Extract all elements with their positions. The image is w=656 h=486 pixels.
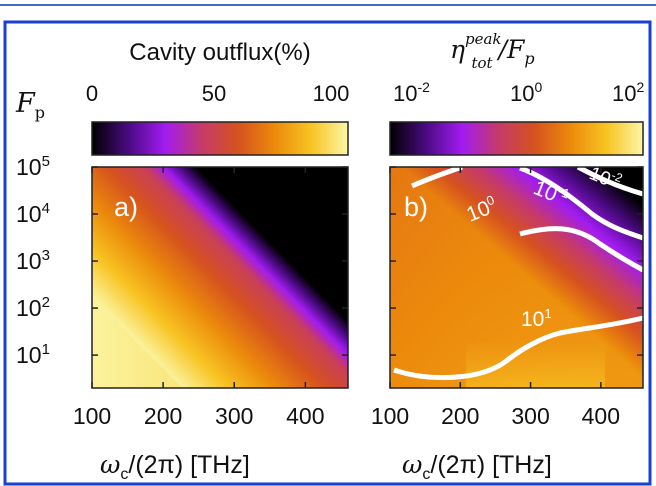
colorbar-a-title: Cavity outflux(%) [129,39,310,66]
contour-line-10^0 [519,226,645,273]
y-tick-10^1: 101 [16,341,50,368]
colorbar-a-tick-50: 50 [202,81,226,106]
colorbar-a [91,121,349,156]
colorbar-b-tick-labels: 10-2 100 102 [393,79,644,106]
panel-a-x-tick-300: 300 [215,403,253,429]
y-axis-tick-labels: 101 102 103 104 105 [16,153,643,368]
colorbar-b-tick-mid: 100 [510,79,542,106]
heatmap-a-container [92,167,348,388]
panel-a-x-tick-100: 100 [73,403,111,429]
panel-a-x-tick-400: 400 [286,403,324,429]
x-axis-label-b: ωc/(2π) [THz] [402,450,552,483]
contour-label-10^1: 101 [521,306,552,331]
y-tick-10^2: 102 [16,294,50,321]
panel-a: Cavity outflux(%) 0 50 100 Fp a) 100 200 3… [15,39,349,483]
colorbar-b-tick-high: 102 [612,79,644,106]
figure-border [3,20,652,486]
panel-a-label: a) [114,192,138,222]
panel-b-x-tick-300: 300 [511,403,549,429]
panel-a-x-tick-200: 200 [144,403,182,429]
y-tick-10^4: 104 [16,200,50,227]
colorbar-b [389,121,644,156]
heatmap-a-frame [91,166,349,389]
heatmap-b-frame [389,166,644,389]
contour-lines [393,164,645,380]
heatmap-a [92,167,348,388]
panel-b-x-tick-200: 200 [441,403,479,429]
contour-line-10^-2 [576,164,644,197]
panel-b-label: b) [404,192,428,222]
panel-b-x-tick-100: 100 [371,403,409,429]
y-tick-10^3: 103 [16,247,50,274]
colorbar-b-title: ηpeak tot/Fp [450,30,535,72]
axes-b-ticks: 100 200 300 400 [371,167,620,429]
colorbar-a-tick-0: 0 [86,81,98,106]
axes-a-ticks: 100 200 300 400 [73,167,325,429]
colorbar-b-tick-low: 10-2 [393,79,430,106]
panel-b: ηpeak tot/Fp 10-2 100 102 b) 101 100 10-1… [371,30,645,483]
contour-line-10^0-upper [410,164,463,189]
contour-line-10^-1 [519,165,644,241]
contour-line-10^1 [393,315,644,380]
colorbar-a-tick-labels: 0 50 100 [86,81,349,106]
x-axis-label-a: ωc/(2π) [THz] [100,450,250,483]
y-tick-10^5: 105 [16,153,50,180]
panel-b-x-tick-400: 400 [582,403,620,429]
colorbar-a-tick-100: 100 [313,81,350,106]
y-axis-label: Fp [15,88,45,122]
top-rule [0,4,656,6]
